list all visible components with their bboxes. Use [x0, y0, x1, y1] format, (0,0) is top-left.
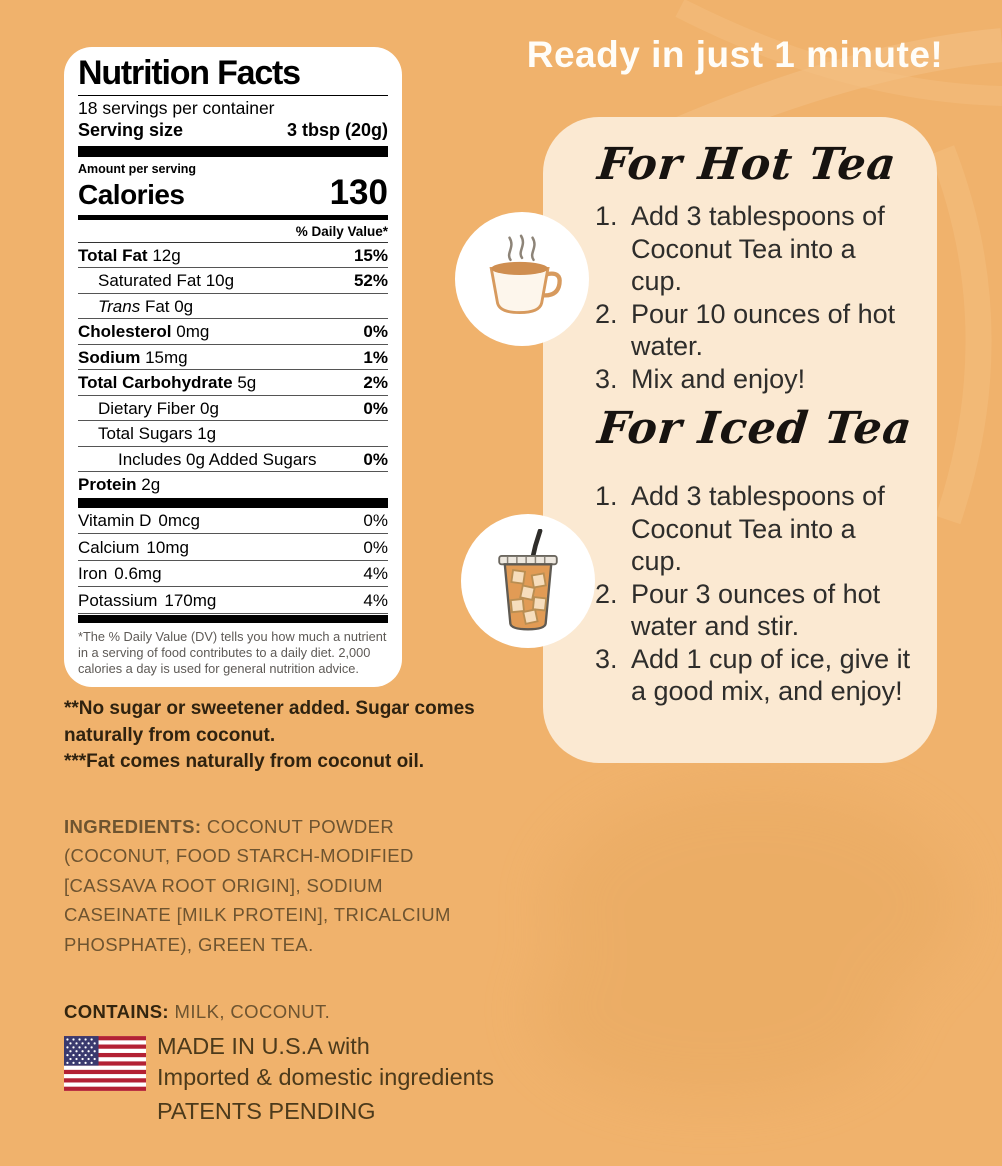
- nutrient-row-sodium: Sodium 15mg 1%: [78, 345, 388, 371]
- vitamin-row-calcium: Calcium 10mg 0%: [78, 534, 388, 561]
- calories-value: 130: [329, 172, 388, 212]
- nutrient-row-cholesterol: Cholesterol 0mg 0%: [78, 319, 388, 345]
- list-item: 3. Mix and enjoy!: [595, 363, 806, 394]
- sugar-fat-notes: **No sugar or sweetener added. Sugar com…: [64, 696, 496, 776]
- calories-label: Calories: [78, 178, 185, 210]
- vitamin-row-vitamin-d: Vitamin D 0mcg 0%: [78, 508, 388, 535]
- nutrient-row-protein: Protein 2g: [78, 475, 161, 495]
- thick-bar: [78, 614, 388, 623]
- thick-bar: [78, 497, 388, 508]
- nutrition-facts-panel: Nutrition Facts 18 servings per containe…: [64, 47, 402, 687]
- amount-per-serving-label: Amount per serving: [78, 161, 197, 176]
- made-in-line1: MADE IN U.S.A with: [157, 1033, 370, 1059]
- iced-tea-steps: 1. Add 3 tablespoons of Coconut Tea into…: [595, 480, 913, 708]
- thick-bar: [78, 145, 388, 157]
- serving-size-label: Serving size: [78, 119, 184, 140]
- daily-value-footnote: *The % Daily Value (DV) tells you how mu…: [78, 628, 387, 677]
- ingredients-paragraph: INGREDIENTS: COCONUT POWDER (COCONUT, FO…: [64, 812, 452, 960]
- hot-tea-steps: 1. Add 3 tablespoons of Coconut Tea into…: [595, 200, 913, 395]
- list-item: 2. Pour 3 ounces of hot water and stir.: [595, 578, 881, 642]
- vitamin-row-iron: Iron 0.6mg 4%: [78, 561, 388, 588]
- made-in-usa-block: MADE IN U.S.A with Imported & domestic i…: [157, 1031, 527, 1127]
- sugar-note: **No sugar or sweetener added. Sugar com…: [64, 698, 475, 746]
- ingredients-label: INGREDIENTS:: [64, 815, 202, 837]
- list-item: 1. Add 3 tablespoons of Coconut Tea into…: [595, 201, 885, 296]
- nutrient-row-total-carbohydrate: Total Carbohydrate 5g 2%: [78, 370, 388, 396]
- ingredients-text: COCONUT POWDER (COCONUT, FOOD STARCH-MOD…: [64, 815, 451, 955]
- hot-tea-icon-circle: [455, 212, 589, 346]
- nutrient-row-trans-fat: Trans Fat 0g: [78, 294, 388, 320]
- hot-tea-heading: For Hot Tea: [595, 139, 900, 190]
- usa-flag-icon: [64, 1036, 146, 1091]
- calories-row: Calories 130: [78, 173, 388, 213]
- list-item: 1. Add 3 tablespoons of Coconut Tea into…: [595, 481, 885, 576]
- servings-per-container: 18 servings per container: [78, 97, 275, 118]
- nutrient-row-saturated-fat: Saturated Fat 10g 52%: [78, 268, 388, 294]
- instructions-panel: For Hot Tea 1. Add 3 tablespoons of Coco…: [543, 117, 937, 763]
- list-item: 3. Add 1 cup of ice, give it a good mix,…: [595, 643, 911, 707]
- iced-tea-icon-circle: [461, 514, 595, 648]
- ready-banner: Ready in just 1 minute!: [526, 34, 944, 75]
- iced-tea-cup-icon: [498, 529, 558, 631]
- serving-size-value: 3 tbsp (20g): [286, 119, 388, 140]
- made-in-line2: Imported & domestic ingredients: [157, 1064, 494, 1090]
- contains-line: CONTAINS: MILK, COCONUT.: [64, 1001, 494, 1023]
- daily-value-header: % Daily Value*: [78, 220, 388, 243]
- patents-pending: PATENTS PENDING: [157, 1098, 376, 1124]
- medium-bar: [78, 214, 388, 220]
- nutrient-row-total-sugars: Total Sugars 1g: [78, 421, 388, 447]
- serving-size-row: Serving size 3 tbsp (20g): [78, 119, 388, 146]
- nutrient-row-added-sugars: Includes 0g Added Sugars 0%: [78, 447, 388, 473]
- contains-label: CONTAINS:: [64, 1000, 169, 1022]
- nutrient-row-total-fat: Total Fat 12g 15%: [78, 243, 388, 269]
- nutrient-row-dietary-fiber: Dietary Fiber 0g 0%: [78, 396, 388, 422]
- fat-note: ***Fat comes naturally from coconut oil.: [64, 751, 425, 772]
- nutrition-facts-title: Nutrition Facts: [78, 54, 301, 92]
- contains-text: MILK, COCONUT.: [169, 1000, 331, 1022]
- hot-tea-cup-icon: [489, 234, 562, 315]
- vitamin-row-potassium: Potassium 170mg 4%: [78, 587, 388, 614]
- divider: [78, 94, 388, 96]
- list-item: 2. Pour 10 ounces of hot water.: [595, 298, 896, 362]
- iced-tea-heading: For Iced Tea: [595, 403, 915, 454]
